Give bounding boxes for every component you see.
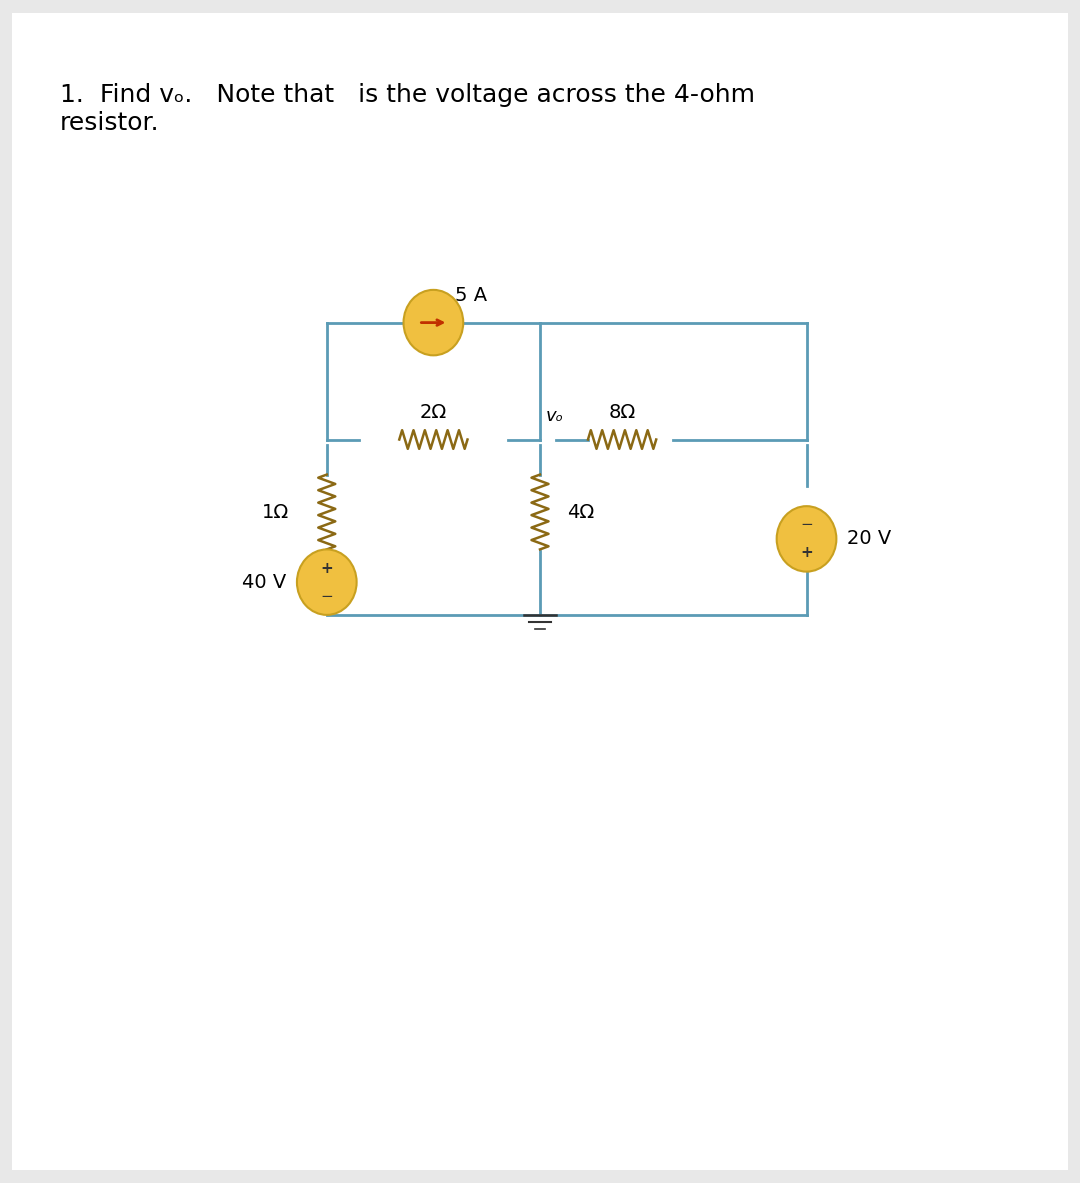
Text: 5 A: 5 A: [455, 286, 487, 305]
Text: +: +: [321, 561, 333, 576]
Text: −: −: [321, 589, 333, 603]
Text: 1Ω: 1Ω: [262, 503, 289, 522]
Circle shape: [297, 549, 356, 615]
Circle shape: [404, 290, 463, 355]
Text: 1.  Find vₒ.   Note that   is the voltage across the 4-ohm
resistor.: 1. Find vₒ. Note that is the voltage acr…: [60, 83, 755, 135]
Text: 8Ω: 8Ω: [608, 403, 636, 422]
Text: −: −: [800, 517, 813, 532]
Text: 20 V: 20 V: [847, 529, 891, 549]
Text: 4Ω: 4Ω: [567, 503, 594, 522]
Text: +: +: [800, 545, 813, 561]
Text: 40 V: 40 V: [242, 573, 286, 592]
Text: vₒ: vₒ: [545, 407, 564, 426]
FancyBboxPatch shape: [12, 13, 1068, 1170]
Text: 2Ω: 2Ω: [420, 403, 447, 422]
Circle shape: [777, 506, 836, 571]
